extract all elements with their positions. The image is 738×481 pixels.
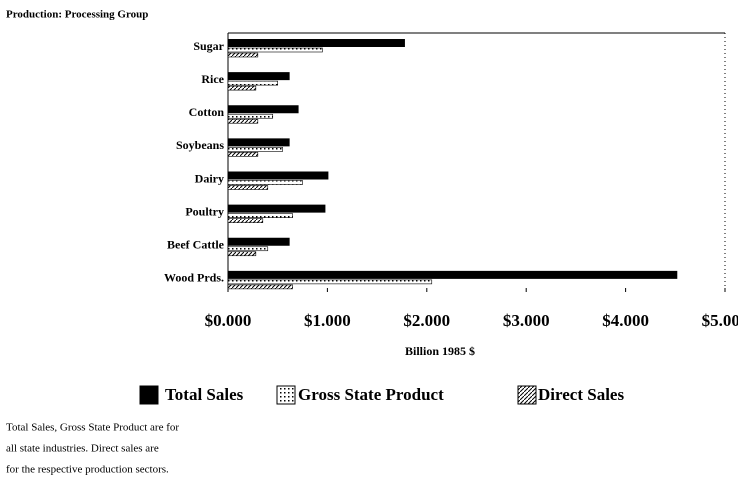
bar bbox=[227, 118, 259, 124]
y-tick-label: Wood Prds. bbox=[164, 271, 224, 285]
y-tick-label: Sugar bbox=[193, 39, 224, 53]
y-tick-label: Cotton bbox=[189, 105, 225, 119]
x-tick-label: $5.000 bbox=[702, 311, 738, 330]
bar bbox=[227, 185, 269, 190]
bar bbox=[228, 270, 678, 279]
x-tick-label: $4.000 bbox=[602, 311, 649, 330]
legend-label: Direct Sales bbox=[538, 385, 624, 404]
bar bbox=[228, 39, 405, 47]
x-tick-label: $1.000 bbox=[304, 311, 351, 330]
legend-swatch bbox=[139, 385, 159, 405]
legend-swatch bbox=[276, 385, 296, 405]
bar bbox=[227, 279, 433, 285]
bar bbox=[227, 180, 303, 185]
bar bbox=[227, 147, 283, 152]
bar bbox=[227, 284, 293, 290]
bar bbox=[227, 85, 257, 91]
footnote: all state industries. Direct sales are bbox=[6, 443, 159, 455]
footnote: for the respective production sectors. bbox=[6, 464, 169, 476]
bar bbox=[228, 204, 326, 213]
bar bbox=[227, 52, 259, 58]
y-tick-label: Rice bbox=[201, 72, 224, 86]
bar bbox=[227, 213, 293, 218]
bar bbox=[228, 72, 290, 81]
y-tick-label: Soybeans bbox=[176, 138, 224, 152]
legend-label: Gross State Product bbox=[298, 385, 444, 404]
bar bbox=[227, 251, 257, 257]
x-tick-label: $2.000 bbox=[403, 311, 450, 330]
bar bbox=[227, 113, 274, 119]
y-tick-label: Poultry bbox=[185, 204, 224, 218]
legend-swatch bbox=[517, 385, 537, 405]
bar bbox=[227, 152, 259, 157]
x-axis-label: Billion 1985 $ bbox=[405, 344, 475, 358]
y-tick-label: Dairy bbox=[195, 171, 224, 185]
bar bbox=[227, 47, 323, 53]
bar bbox=[227, 80, 279, 86]
bar bbox=[227, 246, 269, 252]
bar bbox=[227, 218, 264, 223]
footnote: Total Sales, Gross State Product are for bbox=[6, 422, 179, 434]
x-tick-label: $0.000 bbox=[205, 311, 252, 330]
x-tick-label: $3.000 bbox=[503, 311, 550, 330]
legend-label: Total Sales bbox=[165, 385, 244, 404]
chart-title: Production: Processing Group bbox=[6, 9, 148, 21]
y-tick-label: Beef Cattle bbox=[167, 238, 225, 252]
bar bbox=[228, 105, 299, 114]
bar bbox=[228, 237, 290, 246]
bar bbox=[228, 138, 290, 147]
bar bbox=[228, 171, 329, 180]
